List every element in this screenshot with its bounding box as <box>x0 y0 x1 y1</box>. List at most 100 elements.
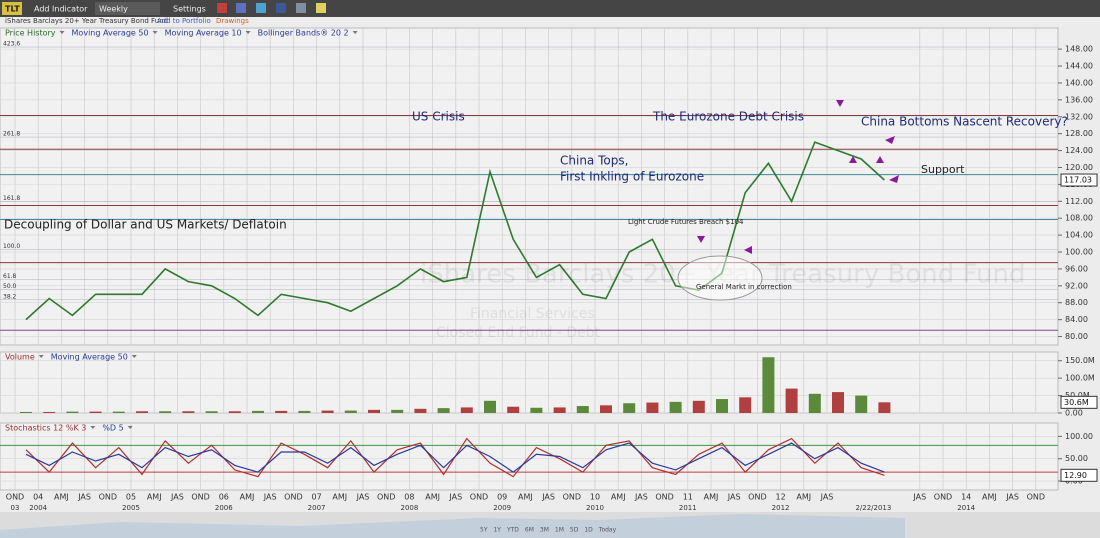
dropdown-arrow <box>352 31 358 34</box>
indicator-label[interactable]: Volume <box>5 353 35 362</box>
fib-label: 161.8 <box>3 195 20 202</box>
x-tick-label: AMJ <box>518 493 533 502</box>
bar <box>182 411 195 413</box>
dropdown-arrow <box>245 31 251 34</box>
settings[interactable]: Settings <box>173 5 206 14</box>
bar <box>112 411 125 413</box>
x-group-label: 2014 <box>957 504 975 512</box>
icon[interactable] <box>316 3 326 13</box>
indicator-label[interactable]: Moving Average 50 <box>51 353 128 362</box>
x-tick-label: AMJ <box>611 493 626 502</box>
drawings[interactable]: Drawings <box>216 17 249 25</box>
indicator-label[interactable]: Bollinger Bands® 20 2 <box>258 29 349 38</box>
x-tick-label: OND <box>191 493 209 502</box>
x-tick-label: 06 <box>219 493 229 502</box>
x-tick-label: OND <box>655 493 673 502</box>
y-tick-label: 144.00 <box>1065 62 1093 71</box>
x-tick-label: OND <box>284 493 302 502</box>
y-tick-label: 120.00 <box>1065 163 1093 172</box>
icon[interactable] <box>296 3 306 13</box>
annotation: Light Crude Futures Breach $104 <box>628 218 744 226</box>
indicator-label[interactable]: Price History <box>5 29 56 38</box>
x-tick-label: JAS <box>820 493 834 502</box>
y-tick-label: 88.00 <box>1065 298 1088 307</box>
range-button[interactable]: 5Y <box>480 527 488 534</box>
bar <box>716 399 728 413</box>
symbol[interactable]: TLT <box>5 5 20 14</box>
icon[interactable] <box>236 3 246 13</box>
icon[interactable] <box>276 3 286 13</box>
icon[interactable] <box>217 3 227 13</box>
indicator-label[interactable]: Stochastics 12 %K 3 <box>5 424 86 433</box>
icon[interactable] <box>256 3 266 13</box>
bar <box>832 392 844 413</box>
range-button[interactable]: 1Y <box>493 527 501 534</box>
range-button[interactable]: YTD <box>506 527 519 534</box>
toolbar <box>0 0 1100 17</box>
interval-dropdown[interactable] <box>95 2 160 15</box>
x-tick-label: OND <box>377 493 395 502</box>
annotation: China Tops, <box>560 154 628 168</box>
navigator-area <box>0 514 905 538</box>
range-button[interactable]: 5D <box>570 527 579 534</box>
dropdown-arrow <box>38 355 44 358</box>
x-group-label: 2006 <box>215 504 233 512</box>
y-tick-label: 100.00 <box>1065 248 1093 257</box>
last-value: 117.03 <box>1064 176 1092 185</box>
x-tick-label: 08 <box>404 493 414 502</box>
arrow <box>836 100 844 107</box>
annotation: US Crisis <box>412 110 465 124</box>
y-tick-label: 96.00 <box>1065 264 1088 273</box>
add-to-portfolio[interactable]: Add to Portfolio <box>157 17 211 25</box>
bar <box>808 393 821 413</box>
arrow <box>876 156 884 163</box>
range-button[interactable]: Today <box>598 527 617 534</box>
series-line <box>25 442 885 473</box>
range-button[interactable]: 3M <box>540 527 549 534</box>
x-tick-label: JAS <box>170 493 184 502</box>
x-tick-label: AMJ <box>240 493 255 502</box>
highlight-ellipse <box>677 255 763 301</box>
fib-label: 261.8 <box>3 131 20 138</box>
indicator-label[interactable]: %D 5 <box>102 424 123 433</box>
y-tick-label: 84.00 <box>1065 315 1088 324</box>
annotation: First Inkling of Eurozone <box>560 170 704 184</box>
bar <box>89 411 102 413</box>
x-group-label: 2011 <box>679 504 697 512</box>
bar <box>321 410 334 413</box>
y-tick-label: 124.00 <box>1065 146 1093 155</box>
fib-label: 100.0 <box>3 243 20 250</box>
range-button[interactable]: 6M <box>525 527 534 534</box>
y-tick-label: 136.00 <box>1065 95 1093 104</box>
x-tick-label: AMJ <box>796 493 811 502</box>
watermark: Financial Services <box>470 306 595 322</box>
indicator-label[interactable]: Moving Average 50 <box>72 29 149 38</box>
annotation: Support <box>921 163 965 176</box>
panel <box>0 351 1059 414</box>
bar <box>391 409 404 413</box>
range-button[interactable]: 1D <box>584 527 593 534</box>
y-tick-label: 128.00 <box>1065 129 1093 138</box>
last-value-box <box>1060 173 1098 187</box>
watermark: Closed End Fund - Debt <box>436 325 601 341</box>
indicator-label[interactable]: Moving Average 10 <box>165 29 242 38</box>
x-tick-label: 14 <box>961 493 971 502</box>
x-group-label: 2005 <box>122 504 140 512</box>
bar <box>553 407 566 413</box>
x-tick-label: JAS <box>634 493 648 502</box>
bar <box>414 408 427 413</box>
add-indicator[interactable]: Add Indicator <box>34 5 88 14</box>
x-tick-label: JAS <box>356 493 370 502</box>
x-tick-label: JAS <box>541 493 555 502</box>
bar <box>785 388 798 413</box>
bar <box>530 407 543 413</box>
interval[interactable]: Weekly <box>99 5 128 14</box>
x-tick-label: 05 <box>126 493 136 502</box>
range-button[interactable]: 1M <box>555 527 564 534</box>
y-tick-label: 50.00 <box>1065 454 1088 463</box>
arrows <box>697 100 899 254</box>
y-tick-label: 50.0M <box>1065 391 1090 400</box>
annotation: Decoupling of Dollar and US Markets/ Def… <box>4 218 287 232</box>
bar <box>20 411 32 413</box>
x-tick-label: OND <box>748 493 766 502</box>
